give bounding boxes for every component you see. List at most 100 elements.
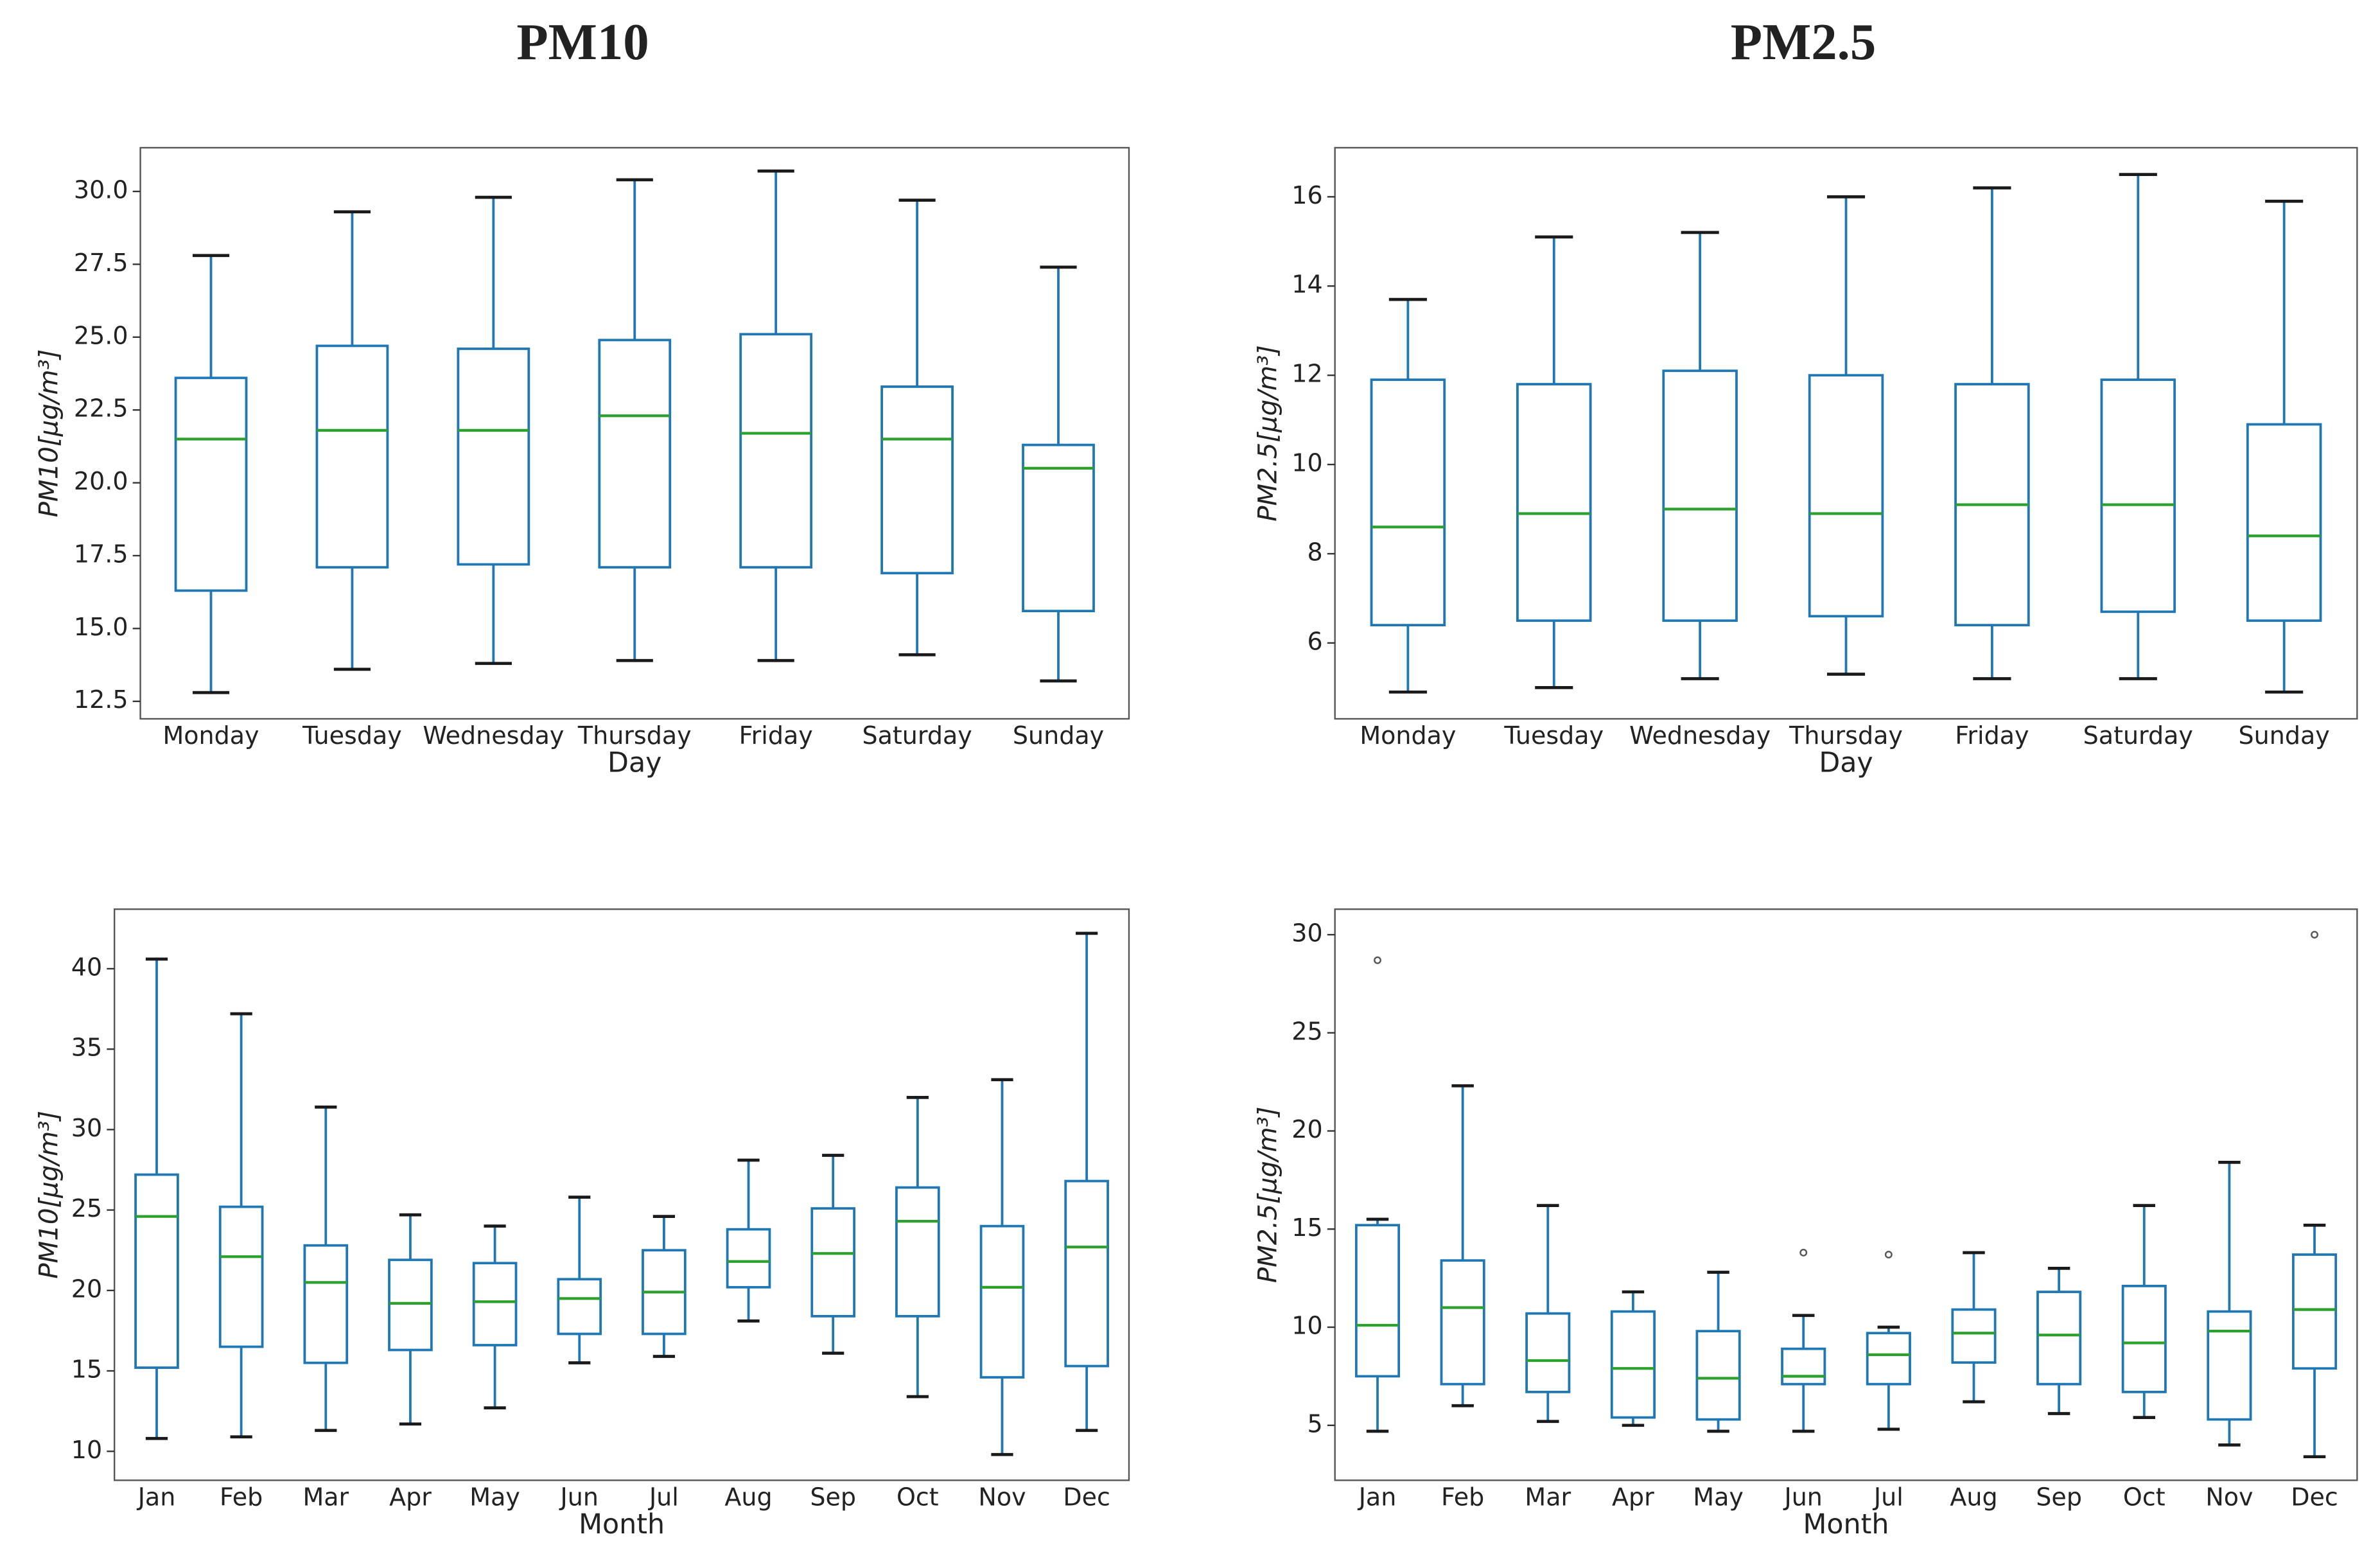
x-tick-label: Feb [220, 1483, 263, 1511]
y-tick-label: 10 [71, 1436, 102, 1464]
x-axis-label: Day [1819, 747, 1873, 779]
x-tick-label: Saturday [862, 721, 972, 750]
y-tick-label: 15 [1291, 1213, 1322, 1242]
y-tick-label: 12 [1291, 360, 1322, 388]
x-tick-label: Jan [137, 1483, 176, 1511]
y-tick-label: 22.5 [74, 394, 128, 423]
x-tick-label: Aug [1950, 1483, 1997, 1511]
box [1516, 383, 1592, 622]
y-tick-label: 15 [71, 1355, 102, 1384]
box [1781, 1347, 1826, 1386]
x-tick-label: Mar [1525, 1483, 1571, 1511]
y-tick-label: 5 [1307, 1409, 1322, 1438]
y-tick-label: 14 [1291, 270, 1322, 299]
x-tick-label: Aug [724, 1483, 772, 1511]
box [1064, 1179, 1109, 1368]
y-tick-label: 25 [71, 1194, 102, 1222]
box [1662, 369, 1738, 622]
box [1440, 1259, 1485, 1386]
box [1695, 1330, 1741, 1421]
box [1022, 443, 1095, 613]
x-tick-label: Jun [559, 1483, 599, 1511]
box [810, 1207, 856, 1318]
outlier [2311, 931, 2318, 939]
x-tick-label: Nov [978, 1483, 1026, 1511]
box [2291, 1253, 2338, 1370]
y-tick-label: 25.0 [74, 321, 128, 349]
y-axis-label: PM2.5[μg/m³] [1253, 1106, 1283, 1283]
box [218, 1205, 264, 1348]
box [2246, 423, 2322, 622]
y-tick-label: 30.0 [74, 176, 128, 204]
plot-frame [113, 908, 1130, 1481]
box [557, 1278, 602, 1336]
x-tick-label: Monday [162, 721, 259, 750]
x-tick-label: Thursday [577, 721, 692, 750]
y-tick-label: 12.5 [74, 685, 128, 714]
y-tick-label: 8 [1307, 538, 1322, 567]
y-tick-label: 10 [1291, 449, 1322, 477]
x-tick-label: Sep [2036, 1483, 2082, 1511]
x-tick-label: Wednesday [423, 721, 564, 750]
box [315, 344, 389, 569]
y-tick-label: 20 [1291, 1115, 1322, 1143]
box [388, 1258, 433, 1352]
box [1808, 374, 1884, 618]
x-tick-label: Sunday [1013, 721, 1104, 750]
x-tick-label: Tuesday [1503, 721, 1604, 750]
y-axis-label: PM10[μg/m³] [33, 1111, 64, 1279]
outlier [1374, 956, 1381, 964]
box [1866, 1332, 1911, 1386]
box [2121, 1285, 2167, 1393]
y-tick-label: 25 [1291, 1017, 1322, 1045]
x-tick-label: Jan [1358, 1483, 1397, 1511]
box [1370, 378, 1446, 627]
x-axis-label: Day [608, 747, 661, 779]
x-tick-label: Feb [1441, 1483, 1484, 1511]
x-tick-label: Oct [897, 1483, 939, 1511]
x-tick-label: Thursday [1789, 721, 1903, 750]
chart: 12.5 15.0 17.5 20.0 22.5 25.0 27.5 30.0 PM10[μg/… [33, 146, 1130, 779]
x-tick-label: Sunday [2239, 721, 2330, 750]
x-axis-label: Month [579, 1508, 665, 1540]
x-tick-label: Saturday [2083, 721, 2193, 750]
box [895, 1186, 940, 1318]
box [1354, 1224, 1401, 1378]
y-axis-label: PM2.5[μg/m³] [1253, 345, 1283, 522]
box [739, 333, 813, 569]
y-tick-label: 20 [71, 1274, 102, 1303]
box [134, 1173, 179, 1369]
x-tick-label: May [469, 1483, 520, 1511]
chart: 10 15 20 25 30 35 40 PM10[μg/m³] Month Jan Feb Mar A… [33, 908, 1130, 1540]
y-tick-label: 20.0 [74, 467, 128, 495]
outlier [1799, 1249, 1808, 1257]
box [979, 1224, 1025, 1379]
column-title: PM2.5 [1731, 13, 1876, 71]
y-tick-label: 35 [71, 1034, 102, 1062]
plot-frame [1334, 146, 2358, 720]
box [457, 348, 530, 566]
y-tick-label: 40 [71, 953, 102, 982]
box [2036, 1291, 2082, 1386]
box [598, 339, 672, 569]
y-tick-label: 17.5 [74, 540, 128, 569]
x-tick-label: Tuesday [302, 721, 402, 750]
x-tick-label: Apr [389, 1483, 432, 1511]
x-tick-label: Sep [810, 1483, 856, 1511]
column-title: PM10 [516, 13, 649, 71]
chart: 6 8 10 12 14 16 PM2.5[μg/m³] Day Monday Tuesday We… [1253, 146, 2358, 779]
box [2207, 1310, 2252, 1421]
y-tick-label: 30 [71, 1114, 102, 1142]
x-axis-label: Month [1803, 1508, 1889, 1540]
x-tick-label: Dec [2291, 1483, 2338, 1511]
y-tick-label: 15.0 [74, 613, 128, 641]
y-axis-label: PM10[μg/m³] [33, 349, 64, 518]
box [1951, 1308, 1997, 1364]
y-tick-label: 10 [1291, 1312, 1322, 1340]
box [303, 1244, 349, 1364]
x-tick-label: Dec [1063, 1483, 1110, 1511]
x-tick-label: Monday [1360, 721, 1456, 750]
y-tick-label: 30 [1291, 919, 1322, 948]
box [472, 1262, 518, 1346]
plot-frame [139, 146, 1130, 720]
